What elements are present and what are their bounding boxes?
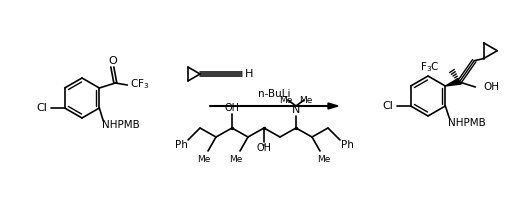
- Text: H: H: [245, 69, 253, 79]
- Text: n-BuLi: n-BuLi: [258, 89, 290, 99]
- Text: OH: OH: [257, 143, 271, 153]
- Text: Me: Me: [279, 96, 293, 104]
- Text: N: N: [292, 105, 300, 115]
- Text: Cl: Cl: [36, 103, 47, 113]
- Text: NHPMB: NHPMB: [448, 118, 486, 128]
- Text: OH: OH: [225, 103, 239, 113]
- Text: OH: OH: [484, 82, 499, 92]
- Text: Ph: Ph: [174, 140, 187, 150]
- Polygon shape: [445, 79, 461, 86]
- Text: Ph: Ph: [341, 140, 353, 150]
- Text: Me: Me: [229, 154, 243, 164]
- Text: F$_3$C: F$_3$C: [419, 60, 439, 74]
- Text: Me: Me: [317, 154, 331, 164]
- Text: Me: Me: [299, 96, 313, 104]
- Text: Me: Me: [197, 154, 211, 164]
- Text: NHPMB: NHPMB: [102, 120, 140, 130]
- Text: CF$_3$: CF$_3$: [130, 77, 149, 91]
- Text: O: O: [108, 56, 117, 66]
- Polygon shape: [328, 103, 338, 109]
- Text: Cl: Cl: [382, 101, 393, 111]
